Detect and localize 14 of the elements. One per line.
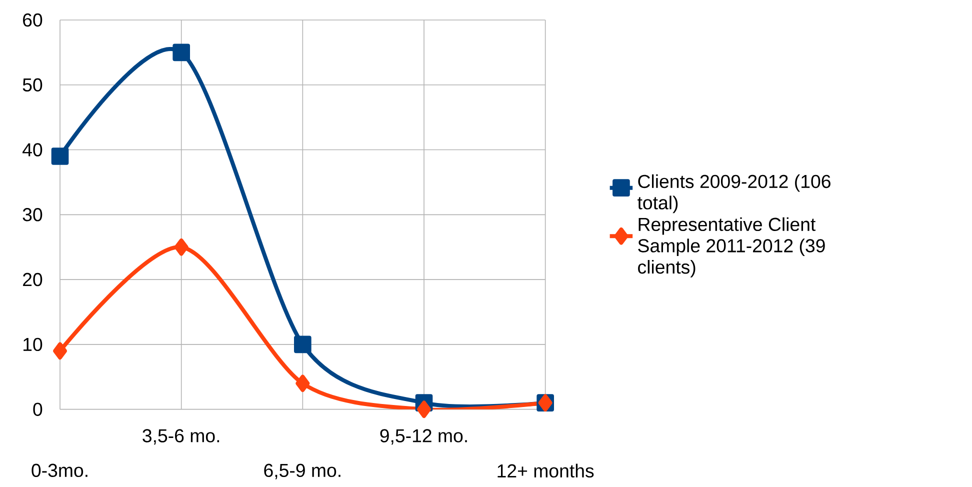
x-tick-label: 12+ months xyxy=(498,464,594,478)
x-tick-label: 6,5-9 mo. xyxy=(264,464,340,480)
y-tick-label: 60 xyxy=(23,14,42,27)
x-tick-label: 0-3mo. xyxy=(32,464,88,478)
legend-label: Clients 2009-2012 (106 total) xyxy=(638,174,830,214)
y-tick-label: 10 xyxy=(24,338,42,352)
y-tick-label: 50 xyxy=(22,78,42,92)
x-tick-label: 3,5-6 mo. xyxy=(142,429,220,445)
y-tick-label: 40 xyxy=(22,143,42,157)
x-tick-label: 9,5-12 mo. xyxy=(380,429,467,445)
legend-label: Representative Client Sample 2011-2012 (39 clients) xyxy=(638,218,825,278)
y-tick-label: 20 xyxy=(23,273,42,286)
y-tick-label: 30 xyxy=(22,208,42,222)
y-tick-label: 0 xyxy=(33,402,42,416)
